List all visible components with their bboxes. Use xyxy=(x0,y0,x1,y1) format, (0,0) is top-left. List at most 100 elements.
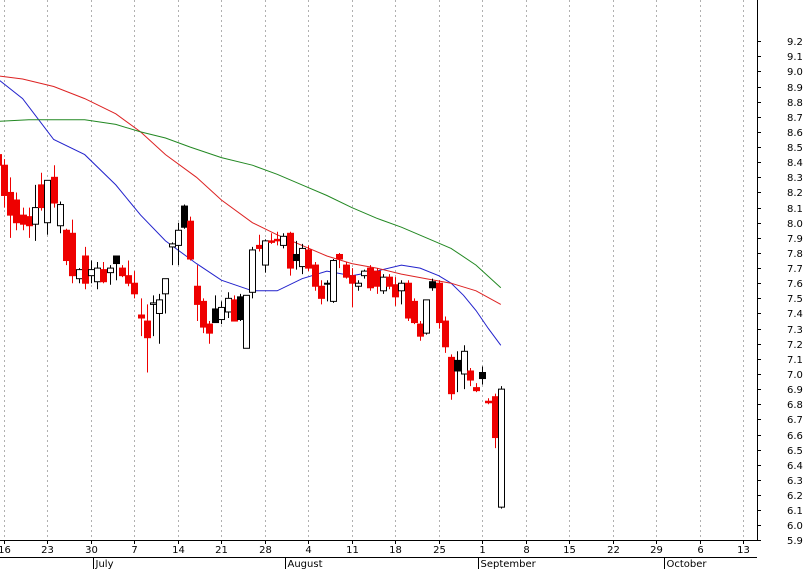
candle-body xyxy=(256,244,263,249)
x-tick-label: 8 xyxy=(523,545,529,556)
y-tick-label: 6.6 xyxy=(787,431,803,442)
candle-body xyxy=(212,308,219,324)
candle xyxy=(88,260,95,284)
candle-body xyxy=(498,388,505,508)
candle-body xyxy=(206,323,213,334)
candle xyxy=(13,192,20,231)
candle-body xyxy=(0,154,2,166)
candle xyxy=(243,294,250,349)
candle-body xyxy=(113,255,120,265)
candle xyxy=(218,301,225,325)
candle-body xyxy=(349,275,356,284)
y-tick-label: 8.7 xyxy=(787,113,803,124)
candle xyxy=(107,265,114,285)
candle xyxy=(398,280,405,305)
x-tick-label: 22 xyxy=(607,545,620,556)
candle xyxy=(374,268,381,294)
candle-body xyxy=(200,300,207,328)
y-tick-label: 7.1 xyxy=(787,355,803,366)
x-tick-label: 25 xyxy=(433,545,446,556)
candle-body xyxy=(13,199,20,224)
candle-body xyxy=(162,278,169,295)
candle-body xyxy=(125,275,132,284)
candle xyxy=(405,280,412,322)
candle-body xyxy=(76,269,83,280)
candle xyxy=(57,201,64,234)
x-tick-label: 18 xyxy=(389,545,402,556)
candle xyxy=(113,255,120,281)
candle-body xyxy=(187,220,194,260)
candle xyxy=(479,366,486,385)
y-tick-label: 6.5 xyxy=(787,446,803,457)
candle-body xyxy=(479,371,486,380)
candle-body xyxy=(94,267,101,283)
candle-body xyxy=(38,184,45,209)
y-tick-label: 5.9 xyxy=(787,536,803,547)
candle-body xyxy=(268,240,275,243)
candle-body xyxy=(57,204,64,227)
candle-body xyxy=(429,281,436,289)
candle xyxy=(454,351,461,393)
candle xyxy=(256,234,263,252)
candle xyxy=(63,228,70,266)
candle-body xyxy=(249,249,256,293)
candle xyxy=(461,345,468,390)
candle-body xyxy=(473,387,480,392)
y-tick-label: 6.4 xyxy=(787,461,803,472)
candle-body xyxy=(454,359,461,372)
y-tick-label: 7.5 xyxy=(787,294,803,305)
candle xyxy=(492,393,499,449)
y-tick-label: 6.8 xyxy=(787,400,803,411)
candle xyxy=(268,233,275,244)
y-tick-label: 8.6 xyxy=(787,128,803,139)
candle-body xyxy=(336,253,343,260)
candle-body xyxy=(361,270,368,277)
candle xyxy=(343,262,350,279)
x-tick-label: 21 xyxy=(215,545,228,556)
candle-layer xyxy=(0,154,505,509)
candle-body xyxy=(243,294,250,349)
candle-body xyxy=(26,216,33,227)
candle-body xyxy=(436,282,443,324)
candle xyxy=(38,172,45,211)
candle-body xyxy=(405,282,412,319)
candle-body xyxy=(169,243,176,248)
candle xyxy=(324,280,331,302)
candle xyxy=(125,260,132,287)
y-tick-label: 8.1 xyxy=(787,204,803,215)
candle xyxy=(150,295,157,337)
y-tick-label: 6.3 xyxy=(787,476,803,487)
candle-body xyxy=(225,297,232,313)
candle xyxy=(417,321,424,341)
candle-body xyxy=(32,207,39,225)
month-label: July xyxy=(95,559,114,569)
y-tick-label: 7.2 xyxy=(787,340,803,351)
candle xyxy=(442,316,449,353)
candle-body xyxy=(367,267,374,289)
y-tick-label: 8.5 xyxy=(787,143,803,154)
candle-body xyxy=(355,282,362,287)
candle xyxy=(119,265,126,278)
month-label: September xyxy=(481,559,537,569)
y-tick-label: 7.8 xyxy=(787,249,803,260)
candle-body xyxy=(417,323,424,337)
candle-body xyxy=(138,314,145,319)
y-tick-label: 6.2 xyxy=(787,491,803,502)
y-tick-label: 6.1 xyxy=(787,506,803,517)
candle-body xyxy=(374,270,381,287)
candle xyxy=(380,274,387,294)
candle xyxy=(225,292,232,319)
candle-body xyxy=(274,238,281,242)
x-tick-label: 14 xyxy=(172,545,185,556)
x-tick-label: 11 xyxy=(346,545,359,556)
x-tick-label: 16 xyxy=(0,545,11,556)
candle xyxy=(349,268,356,308)
candle xyxy=(249,246,256,299)
candle-body xyxy=(175,229,182,246)
candle-body xyxy=(44,179,51,224)
candle-body xyxy=(461,350,468,375)
candle xyxy=(94,262,101,290)
candle-body xyxy=(324,282,331,285)
